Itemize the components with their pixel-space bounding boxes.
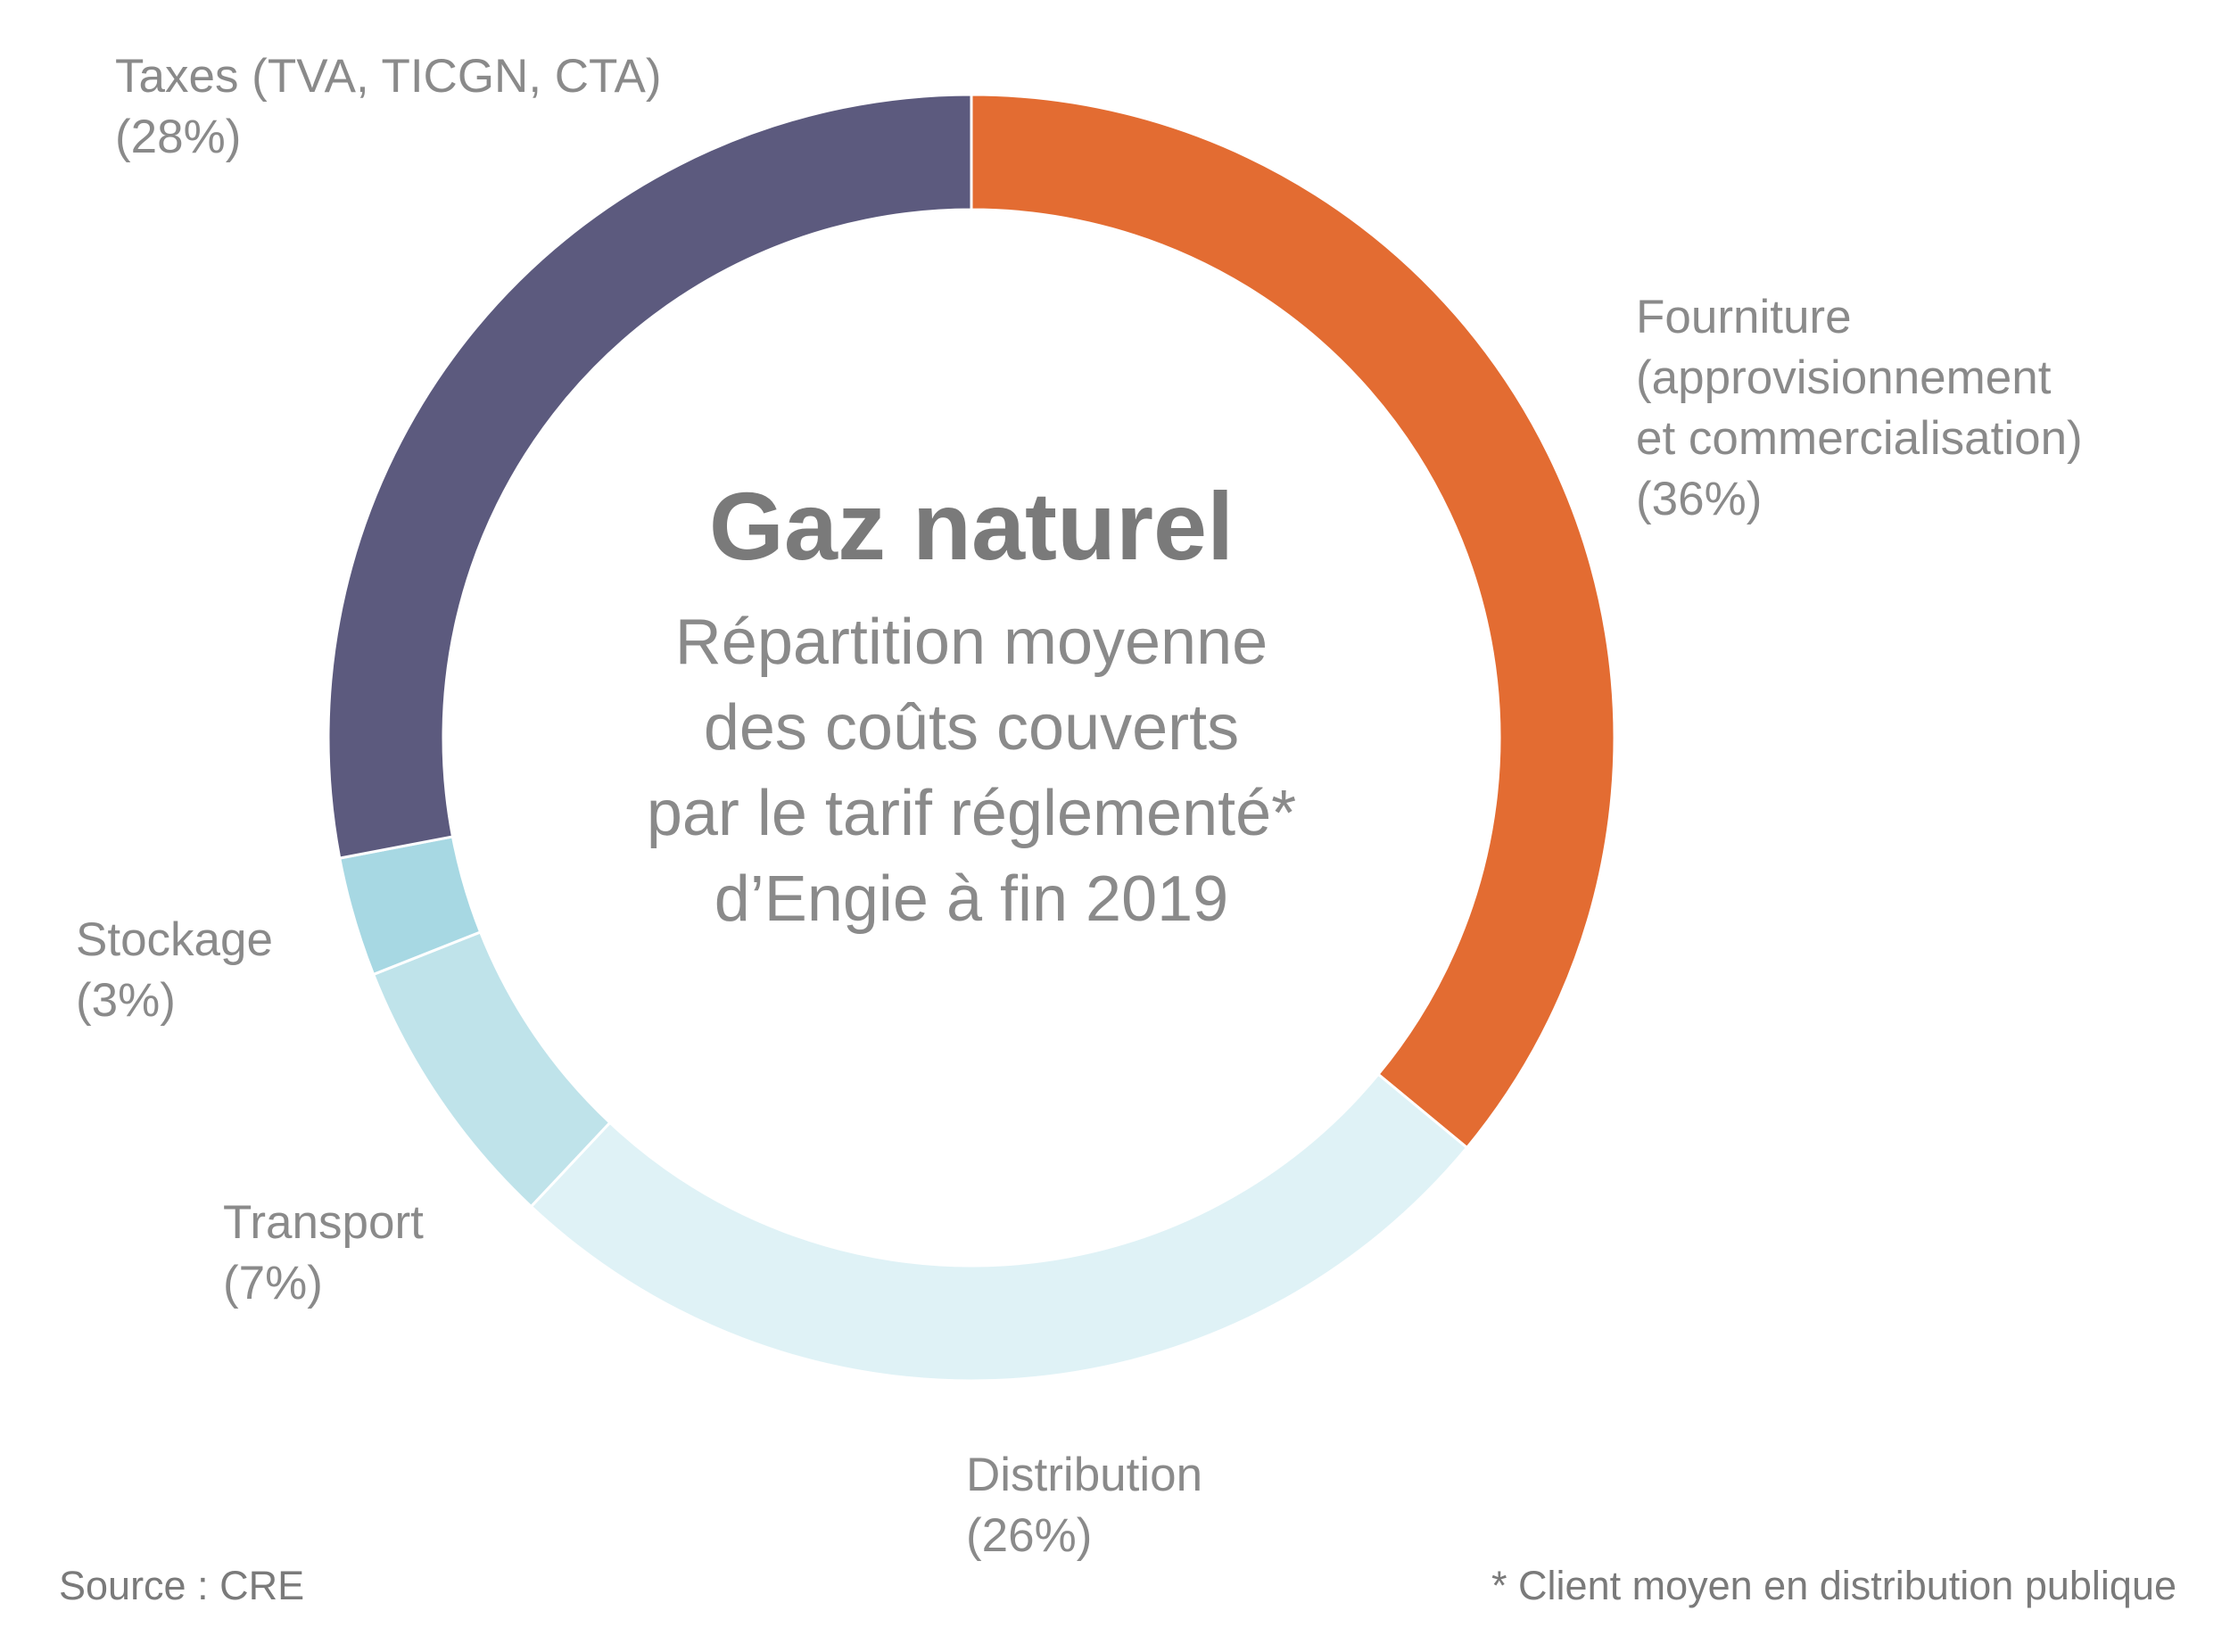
footnote: * Client moyen en distribution publique xyxy=(1491,1563,2176,1608)
chart-subtitle: Répartition moyenne des coûts couverts p… xyxy=(525,599,1417,942)
segment-label-line: (26%) xyxy=(966,1509,1093,1562)
segment-label-line: Distribution xyxy=(966,1449,1203,1501)
segment-label-line: Fourniture xyxy=(1636,291,1852,343)
segment-label-line: Transport xyxy=(223,1196,424,1249)
subtitle-line: d’Engie à fin 2019 xyxy=(714,863,1229,935)
segment-label-line: (approvisionnement xyxy=(1636,351,2052,404)
segment-label-transport: Transport (7%) xyxy=(223,1193,424,1314)
segment-label-line: Taxes (TVA, TICGN, CTA) xyxy=(115,50,662,103)
subtitle-line: des coûts couverts xyxy=(703,692,1240,764)
segment-label-line: et commercialisation) xyxy=(1636,412,2083,465)
segment-label-line: Stockage xyxy=(76,913,273,966)
donut-segment-taxes xyxy=(326,93,973,860)
segment-label-line: (7%) xyxy=(223,1257,323,1309)
segment-label-fourniture: Fourniture (approvisionnement et commerc… xyxy=(1636,287,2083,530)
segment-label-taxes: Taxes (TVA, TICGN, CTA) (28%) xyxy=(115,46,662,168)
donut-segment-fourniture xyxy=(970,93,1616,1150)
segment-label-stockage: Stockage (3%) xyxy=(76,910,273,1031)
chart-title: Gaz naturel xyxy=(708,472,1235,580)
segment-label-line: (28%) xyxy=(115,111,242,163)
segment-label-line: (36%) xyxy=(1636,473,1763,525)
donut-segment-distribution xyxy=(529,1072,1469,1383)
segment-label-distribution: Distribution (26%) xyxy=(966,1445,1202,1566)
source-note: Source : CRE xyxy=(59,1563,305,1608)
segment-label-line: (3%) xyxy=(76,974,176,1027)
subtitle-line: par le tarif réglementé* xyxy=(646,778,1297,849)
subtitle-line: Répartition moyenne xyxy=(674,607,1268,678)
